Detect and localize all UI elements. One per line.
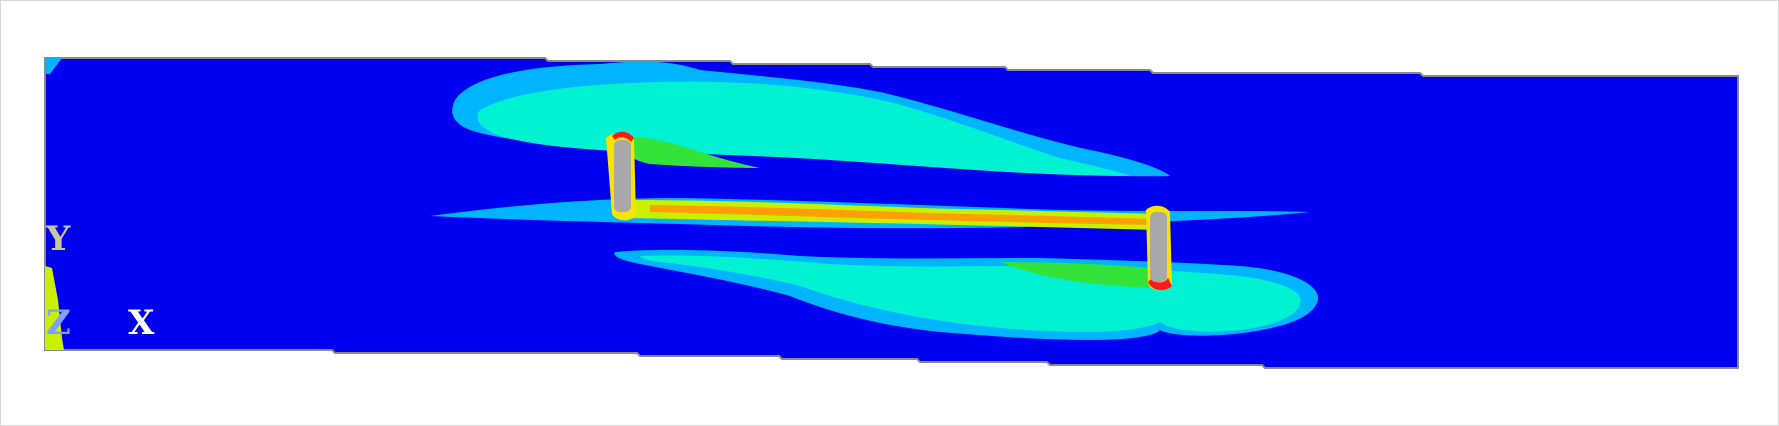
left-hole: [614, 140, 631, 212]
left-edge-fringe: [45, 266, 64, 350]
left-hole-red-edge: [612, 131, 634, 142]
lower-green-patch: [1000, 262, 1169, 288]
right-hole: [1150, 212, 1167, 282]
upper-green-patch: [618, 136, 760, 168]
upper-lobe-inner: [477, 81, 1130, 176]
top-left-fringe: [45, 58, 62, 74]
center-bridge-orange: [650, 205, 1150, 225]
